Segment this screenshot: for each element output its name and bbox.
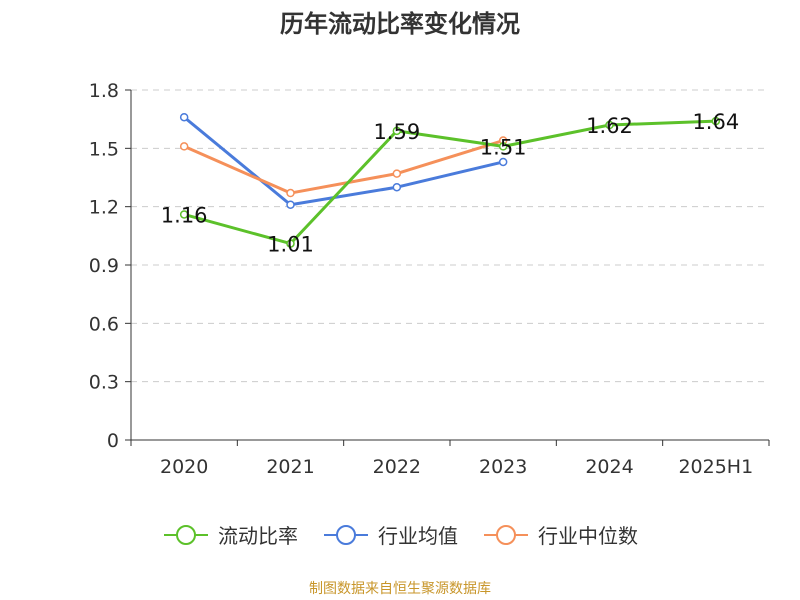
y-tick-label: 0.3 bbox=[89, 372, 119, 394]
y-tick-label: 1.5 bbox=[89, 138, 119, 160]
data-point bbox=[605, 120, 614, 130]
legend-label: 流动比率 bbox=[218, 524, 298, 548]
data-label: 1.01 bbox=[267, 233, 314, 257]
data-point bbox=[179, 112, 189, 122]
legend-label: 行业均值 bbox=[378, 524, 458, 548]
data-label: 1.64 bbox=[692, 110, 739, 134]
data-point bbox=[179, 210, 189, 219]
y-tick-label: 1.2 bbox=[89, 197, 119, 219]
source-note: 制图数据来自恒生聚源数据库 bbox=[309, 581, 491, 597]
legend-line-circle-icon bbox=[484, 524, 528, 545]
data-label: 1.16 bbox=[161, 203, 208, 227]
data-label: 1.62 bbox=[586, 114, 633, 138]
data-point bbox=[286, 239, 295, 248]
data-point bbox=[286, 200, 295, 209]
legend-label: 行业中位数 bbox=[538, 524, 638, 548]
legend-item[interactable]: 流动比率 bbox=[162, 520, 298, 549]
series-line-2 bbox=[183, 139, 504, 195]
x-tick-label: 2024 bbox=[585, 456, 633, 478]
legend-line-circle-icon bbox=[324, 524, 368, 545]
series-line-1 bbox=[183, 116, 504, 207]
chart-title: 历年流动比率变化情况 bbox=[280, 10, 520, 38]
legend: 流动比率 行业均值 行业中位数 bbox=[0, 520, 800, 549]
x-tick-label: 2022 bbox=[373, 456, 421, 478]
data-point bbox=[711, 116, 721, 126]
data-point bbox=[498, 157, 508, 167]
x-tick-label: 2023 bbox=[479, 456, 527, 478]
y-tick-label: 0.6 bbox=[89, 313, 119, 335]
x-tick-label: 2021 bbox=[266, 456, 314, 478]
y-tick-label: 1.8 bbox=[89, 80, 119, 102]
legend-line-circle-icon bbox=[164, 524, 208, 545]
data-label: 1.51 bbox=[480, 135, 527, 159]
x-tick-label: 2020 bbox=[160, 456, 208, 478]
data-point bbox=[498, 142, 508, 151]
y-tick-label: 0.9 bbox=[89, 255, 119, 277]
legend-item[interactable]: 行业均值 bbox=[322, 520, 458, 549]
y-tick-label: 0 bbox=[107, 430, 119, 452]
x-tick-label: 2025H1 bbox=[678, 456, 753, 478]
series-line-0 bbox=[183, 119, 716, 246]
data-label: 1.59 bbox=[373, 120, 420, 144]
data-point bbox=[392, 182, 402, 192]
data-point bbox=[286, 188, 295, 198]
data-point bbox=[179, 142, 189, 151]
data-point bbox=[392, 126, 402, 136]
legend-item[interactable]: 行业中位数 bbox=[482, 520, 638, 549]
data-point bbox=[392, 169, 402, 178]
